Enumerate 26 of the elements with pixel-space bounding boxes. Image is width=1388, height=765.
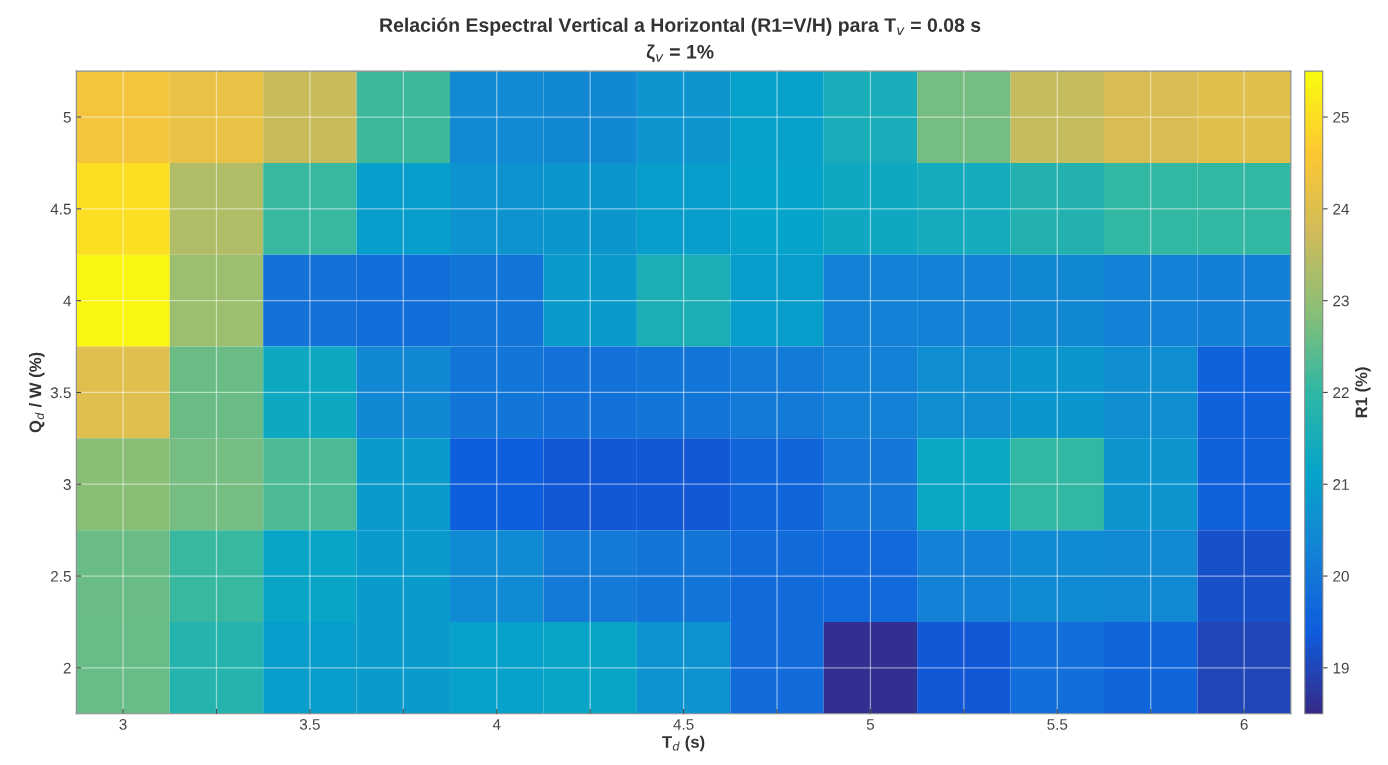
y-tick-label: 5	[63, 112, 71, 123]
x-tick-label: 3.5	[299, 719, 320, 730]
x-tick-label: 5	[866, 719, 875, 730]
color-bar-label: 22	[1333, 387, 1349, 398]
color-bar-label: 19	[1333, 662, 1349, 674]
y-tick-label: 4	[63, 295, 72, 307]
color-bar-label: 21	[1333, 479, 1349, 490]
x-tick-label: 3	[119, 719, 127, 730]
y-tick-label: 3.5	[50, 387, 71, 399]
x-tick-label: 4	[492, 719, 501, 730]
y-tick-label: 4.5	[50, 203, 71, 215]
color-bar-label: 23	[1333, 295, 1349, 307]
x-tick-label: 6	[1240, 719, 1248, 730]
y-axis-title: Q$_{d}$ / W (%)	[29, 352, 45, 433]
color-bar-label: 24	[1333, 203, 1350, 215]
chart-subtitle: ζ$_{v}$ = 1%	[646, 44, 714, 63]
color-bar-label: 20	[1333, 570, 1349, 582]
color-bar-label: 25	[1333, 111, 1349, 123]
chart-title: Relación Espectral Vertical a Horizontal (R1=V/H) para T$_{v}$ = 0.08 s	[380, 17, 981, 36]
x-tick-label: 5.5	[1047, 719, 1068, 730]
y-tick-label: 2	[63, 662, 71, 674]
y-tick-label: 2.5	[51, 570, 71, 582]
color-bar-title: R1 (%)	[1355, 367, 1371, 418]
y-tick-label: 3	[63, 479, 71, 490]
x-tick-label: 4.5	[673, 719, 694, 730]
x-axis-title: T$_{d}$ (s)	[662, 735, 705, 752]
